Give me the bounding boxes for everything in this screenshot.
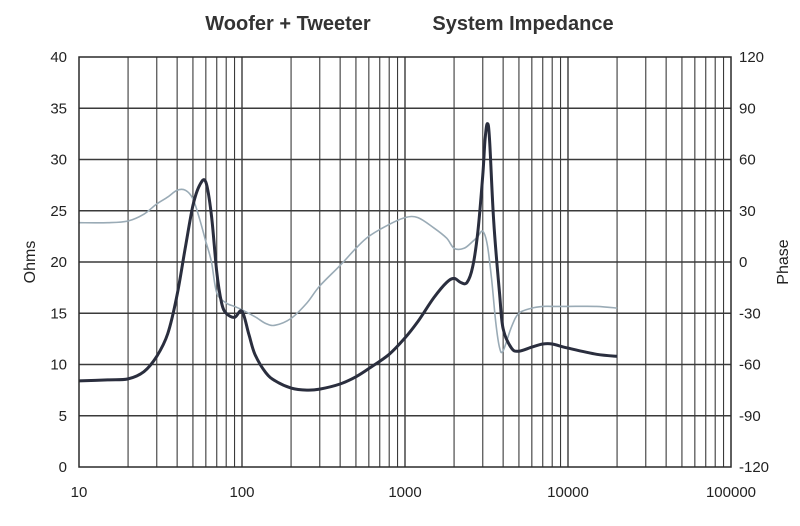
y-tick-label: 20	[50, 254, 67, 271]
y2-tick-label: 30	[739, 203, 756, 220]
y-tick-labels: 0 5 10 15 20 25 30 35 40	[50, 49, 67, 476]
y2-tick-label: 0	[739, 254, 747, 271]
series-layer	[78, 122, 618, 392]
chart-title-left: Woofer + Tweeter	[205, 13, 371, 35]
y-tick-label: 5	[59, 408, 67, 425]
chart-title-right: System Impedance	[432, 13, 613, 35]
plot-frame	[78, 56, 732, 468]
x-tick-label: 100	[229, 484, 254, 501]
y2-tick-label: -60	[739, 357, 761, 374]
y2-tick-label: 120	[739, 49, 764, 66]
y2-tick-label: 90	[739, 100, 756, 117]
y-tick-label: 15	[50, 305, 67, 322]
x-tick-label: 1000	[388, 484, 421, 501]
y2-axis-label: Phase	[775, 239, 792, 284]
y-tick-label: 0	[59, 459, 67, 476]
x-tick-label: 10000	[547, 484, 589, 501]
x-tick-label: 100000	[706, 484, 756, 501]
y2-tick-labels: -120 -90 -60 -30 0 30 60 90 120	[739, 49, 769, 476]
y-tick-label: 10	[50, 357, 67, 374]
y-axis-label: Ohms	[22, 241, 39, 284]
y2-tick-label: -30	[739, 305, 761, 322]
y2-tick-label: -90	[739, 408, 761, 425]
phase-series-line	[78, 188, 618, 354]
x-tick-label: 10	[71, 484, 88, 501]
x-tick-labels: 10 100 1000 10000 100000	[71, 484, 756, 501]
y2-tick-label: -120	[739, 459, 769, 476]
grid-lines	[79, 57, 731, 467]
y-tick-label: 35	[50, 100, 67, 117]
y-tick-label: 40	[50, 49, 67, 66]
y-tick-label: 30	[50, 152, 67, 169]
impedance-series-line	[78, 122, 618, 392]
y2-tick-label: 60	[739, 152, 756, 169]
y-tick-label: 25	[50, 203, 67, 220]
